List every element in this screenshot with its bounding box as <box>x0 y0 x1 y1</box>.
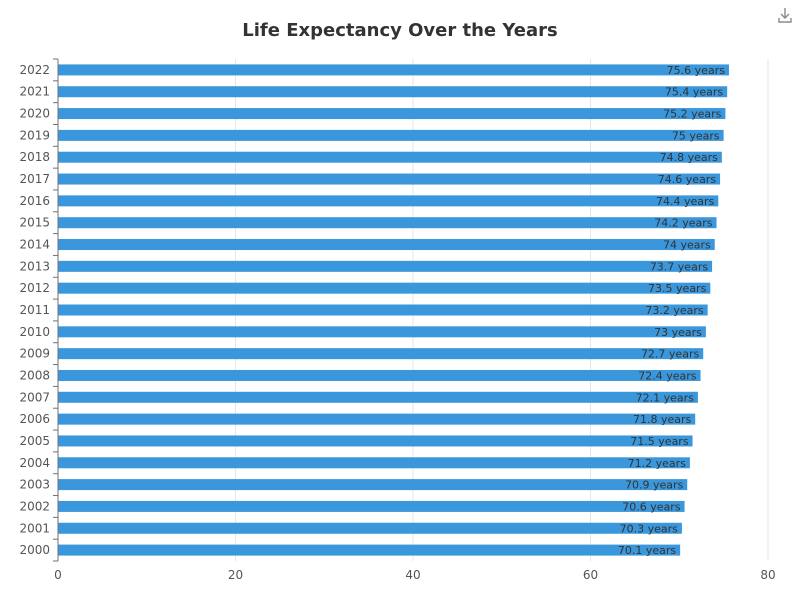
y-tick-label: 2014 <box>19 238 50 252</box>
data-label: 75 years <box>672 129 720 142</box>
data-label: 71.8 years <box>633 413 692 426</box>
download-icon[interactable] <box>776 6 794 24</box>
bars <box>58 64 729 556</box>
y-tick-label: 2013 <box>19 259 50 273</box>
y-tick-label: 2022 <box>19 63 50 77</box>
bar <box>58 544 681 556</box>
y-tick-label: 2019 <box>19 128 50 142</box>
bar <box>58 369 701 381</box>
x-tick-label: 20 <box>228 568 243 582</box>
y-tick-label: 2012 <box>19 281 50 295</box>
data-label: 73.2 years <box>645 304 704 317</box>
y-tick-label: 2006 <box>19 412 50 426</box>
bar <box>58 108 726 120</box>
y-tick-label: 2003 <box>19 478 50 492</box>
bar <box>58 282 711 294</box>
bar <box>58 260 713 272</box>
data-label: 72.7 years <box>641 348 700 361</box>
bar <box>58 348 704 360</box>
bar <box>58 413 696 425</box>
bar <box>58 239 715 251</box>
y-tick-label: 2016 <box>19 194 50 208</box>
y-tick-label: 2005 <box>19 434 50 448</box>
bar <box>58 479 688 491</box>
bar <box>58 500 685 512</box>
data-label: 71.2 years <box>628 457 687 470</box>
bar <box>58 391 698 403</box>
x-tick-label: 60 <box>583 568 598 582</box>
data-label: 72.1 years <box>636 391 695 404</box>
y-tick-label: 2017 <box>19 172 50 186</box>
data-label: 74 years <box>663 239 711 252</box>
bar <box>58 195 719 207</box>
y-tick-label: 2009 <box>19 347 50 361</box>
data-label: 74.8 years <box>660 151 719 164</box>
bar <box>58 129 724 141</box>
y-tick-label: 2008 <box>19 368 50 382</box>
data-label: 75.6 years <box>667 64 726 77</box>
y-tick-label: 2021 <box>19 85 50 99</box>
bar <box>58 435 693 447</box>
y-tick-label: 2002 <box>19 499 50 513</box>
y-tick-label: 2000 <box>19 543 50 557</box>
y-tick-label: 2018 <box>19 150 50 164</box>
y-tick-label: 2020 <box>19 107 50 121</box>
data-label: 73.5 years <box>648 282 707 295</box>
data-label: 70.9 years <box>625 479 684 492</box>
data-label: 75.2 years <box>663 108 722 121</box>
data-labels: 70.1 years 70.3 years 70.6 years 70.9 years… <box>618 64 725 557</box>
bar <box>58 326 706 338</box>
data-label: 71.5 years <box>630 435 689 448</box>
chart-title: Life Expectancy Over the Years <box>242 20 558 41</box>
data-label: 70.3 years <box>620 522 679 535</box>
bar <box>58 522 682 534</box>
axes: 0 20 40 60 80 2000 2001 2002 2003 2004 2005 2006 200… <box>19 58 776 582</box>
data-label: 70.6 years <box>622 500 681 513</box>
y-tick-label: 2001 <box>19 521 50 535</box>
data-label: 73.7 years <box>650 260 709 273</box>
data-label: 74.6 years <box>658 173 717 186</box>
y-tick-label: 2004 <box>19 456 50 470</box>
bar <box>58 86 728 98</box>
data-label: 72.4 years <box>638 369 697 382</box>
y-tick-label: 2015 <box>19 216 50 230</box>
data-label: 70.1 years <box>618 544 677 557</box>
y-tick-label: 2010 <box>19 325 50 339</box>
x-tick-label: 80 <box>760 568 775 582</box>
bar <box>58 217 717 229</box>
data-label: 74.2 years <box>654 217 713 230</box>
data-label: 73 years <box>654 326 702 339</box>
bar <box>58 173 721 185</box>
bar <box>58 457 690 469</box>
bar <box>58 304 708 316</box>
data-label: 75.4 years <box>665 86 724 99</box>
data-label: 74.4 years <box>656 195 715 208</box>
x-tick-label: 0 <box>54 568 62 582</box>
bar <box>58 151 722 163</box>
download-icon-graphic <box>778 8 792 23</box>
bar <box>58 64 729 76</box>
y-tick-label: 2011 <box>19 303 50 317</box>
x-tick-label: 40 <box>405 568 420 582</box>
y-tick-label: 2007 <box>19 390 50 404</box>
